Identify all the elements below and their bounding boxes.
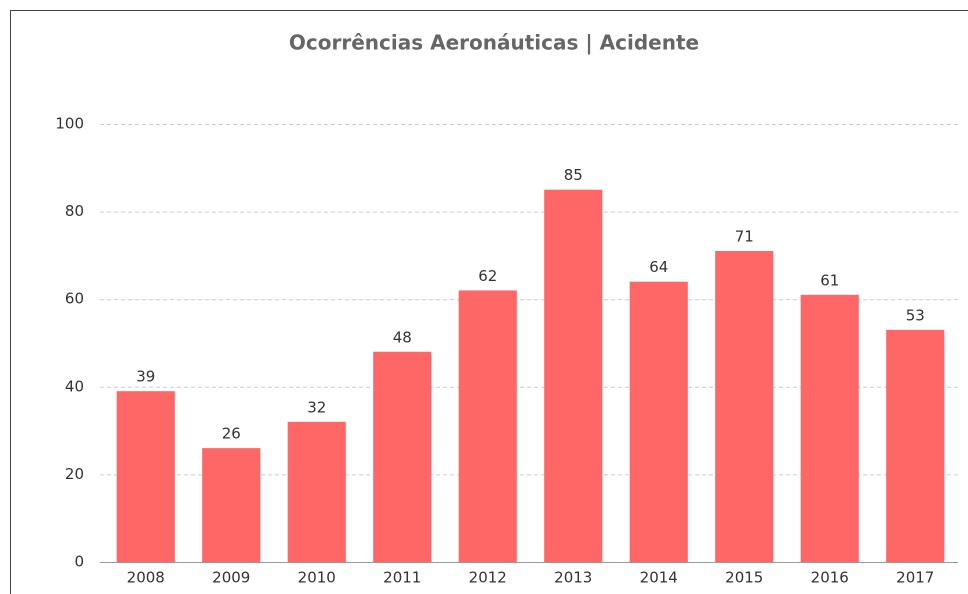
- bar: [629, 281, 688, 562]
- y-tick-label: 80: [65, 202, 84, 220]
- y-tick-label: 0: [74, 553, 84, 571]
- data-label: 64: [649, 258, 668, 276]
- data-label: 26: [222, 425, 241, 443]
- x-tick-label: 2009: [212, 569, 250, 587]
- bar: [202, 448, 261, 562]
- x-tick-label: 2013: [554, 569, 592, 587]
- y-tick-label: 60: [65, 290, 84, 308]
- x-tick-label: 2008: [127, 569, 165, 587]
- y-tick-label: 40: [65, 377, 84, 395]
- bar: [886, 329, 945, 562]
- data-label: 85: [564, 166, 583, 184]
- bar: [458, 290, 517, 562]
- x-tick-label: 2011: [383, 569, 421, 587]
- x-tick-label: 2012: [469, 569, 507, 587]
- bar: [800, 294, 859, 562]
- x-tick-label: 2014: [640, 569, 678, 587]
- y-tick-label: 20: [65, 465, 84, 483]
- data-label: 53: [906, 306, 925, 324]
- bar: [715, 251, 774, 562]
- x-tick-label: 2017: [896, 569, 934, 587]
- data-label: 39: [136, 368, 155, 386]
- data-label: 32: [307, 398, 326, 416]
- x-tick-label: 2015: [725, 569, 763, 587]
- chart-title: Ocorrências Aeronáuticas | Acidente: [289, 31, 699, 55]
- data-label: 71: [735, 228, 754, 246]
- frame: [10, 10, 968, 594]
- x-tick-label: 2016: [811, 569, 849, 587]
- bar: [373, 351, 432, 562]
- bar: [287, 421, 346, 562]
- data-label: 61: [820, 271, 839, 289]
- x-tick-label: 2010: [298, 569, 336, 587]
- bar: [116, 391, 175, 562]
- y-tick-label: 100: [55, 115, 84, 133]
- bar: [544, 189, 603, 562]
- data-label: 62: [478, 267, 497, 285]
- data-label: 48: [393, 328, 412, 346]
